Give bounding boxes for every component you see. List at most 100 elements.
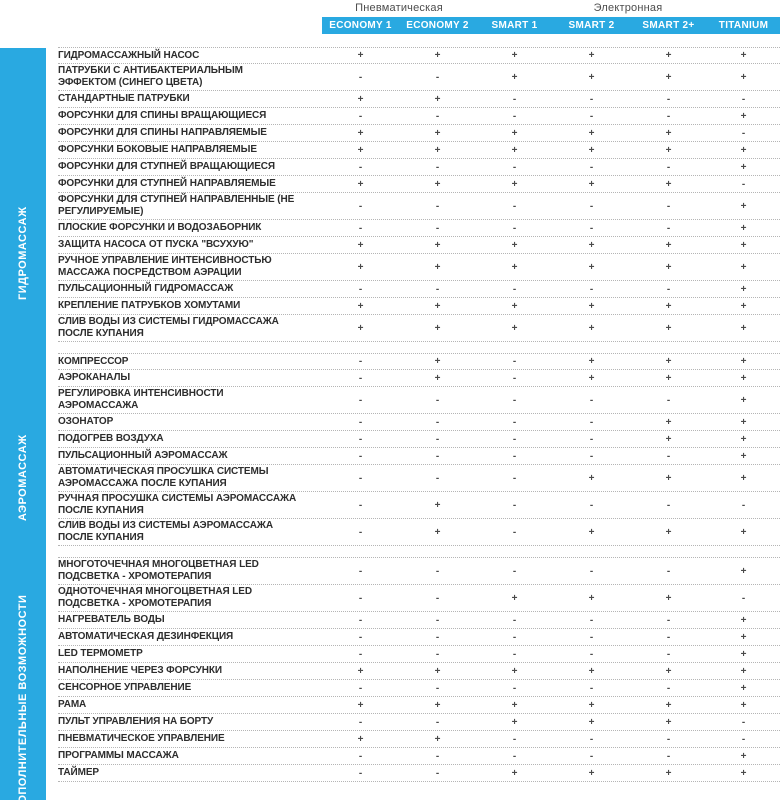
feature-label: ПУЛЬСАЦИОННЫЙ АЭРОМАССАЖ xyxy=(58,450,228,461)
value-minus: - xyxy=(666,733,671,745)
table-row: РУЧНОЕ УПРАВЛЕНИЕ ИНТЕНСИВНОСТЬЮ МАССАЖА… xyxy=(58,254,780,281)
value-plus: + xyxy=(740,300,747,312)
feature-table: ГИДРОМАССАЖНЫЙ НАСОС + + + + + + ПАТРУБКИ С АНТ… xyxy=(58,47,780,793)
value-plus: + xyxy=(740,283,747,295)
column-header-economy1: ECONOMY 1 xyxy=(329,20,392,31)
value-minus: - xyxy=(512,733,517,745)
value-plus: + xyxy=(357,239,364,251)
value-minus: - xyxy=(512,450,517,462)
value-cells: - - - - - + xyxy=(322,566,780,577)
value-plus: + xyxy=(740,222,747,234)
feature-label: ГИДРОМАССАЖНЫЙ НАСОС xyxy=(58,49,200,61)
table-row: ПАТРУБКИ С АНТИБАКТЕРИАЛЬНЫМ ЭФФЕКТОМ (С… xyxy=(58,64,780,91)
value-plus: + xyxy=(434,699,441,711)
table-row: РУЧНАЯ ПРОСУШКА СИСТЕМЫ АЭРОМАССАЖА ПОСЛ… xyxy=(58,492,780,519)
value-plus: + xyxy=(665,261,672,273)
section-sidebar: ГИДРОМАССАЖ АЭРОМАССАЖ ДОПОЛНИТЕЛЬНЫЕ ВО… xyxy=(0,48,46,800)
value-minus: - xyxy=(512,565,517,577)
value-cells: - - - - - + xyxy=(322,751,780,762)
value-plus: + xyxy=(588,356,595,367)
table-row: ФОРСУНКИ БОКОВЫЕ НАПРАВЛЯЕМЫЕ + + + + + + xyxy=(58,142,780,159)
value-plus: + xyxy=(588,699,595,711)
value-minus: - xyxy=(435,110,440,122)
feature-label: МНОГОТОЧЕЧНАЯ МНОГОЦВЕТНАЯ LED ПОДСВЕТКА… xyxy=(58,559,259,582)
column-header-economy2: ECONOMY 2 xyxy=(406,20,469,31)
value-minus: - xyxy=(435,716,440,728)
value-plus: + xyxy=(665,372,672,384)
value-minus: - xyxy=(512,682,517,694)
table-row: СЕНСОРНОЕ УПРАВЛЕНИЕ - - - - - + xyxy=(58,680,780,697)
value-minus: - xyxy=(358,472,363,484)
value-minus: - xyxy=(512,499,517,511)
value-plus: + xyxy=(665,356,672,367)
value-plus: + xyxy=(740,450,747,462)
value-cells: - - - - - + xyxy=(322,223,780,234)
value-plus: + xyxy=(588,372,595,384)
value-minus: - xyxy=(512,614,517,626)
value-minus: - xyxy=(435,767,440,779)
value-plus: + xyxy=(588,472,595,484)
feature-label: ПРОГРАММЫ МАССАЖА xyxy=(58,750,179,761)
value-cells: - - + + + - xyxy=(322,717,780,728)
value-plus: + xyxy=(740,750,747,762)
value-plus: + xyxy=(665,472,672,484)
value-plus: + xyxy=(665,71,672,83)
value-plus: + xyxy=(665,433,672,445)
feature-label: РЕГУЛИРОВКА ИНТЕНСИВНОСТИ АЭРОМАССАЖА xyxy=(58,388,224,411)
value-cells: - - - - - + xyxy=(322,683,780,694)
value-plus: + xyxy=(740,50,747,61)
table-row: ПУЛЬТ УПРАВЛЕНИЯ НА БОРТУ - - + + + - xyxy=(58,714,780,731)
column-header-titanium: TITANIUM xyxy=(718,20,769,31)
value-cells: - - - - - + xyxy=(322,201,780,212)
value-minus: - xyxy=(435,222,440,234)
table-row: РЕГУЛИРОВКА ИНТЕНСИВНОСТИ АЭРОМАССАЖА - - -… xyxy=(58,387,780,414)
value-plus: + xyxy=(434,356,441,367)
table-row: ФОРСУНКИ ДЛЯ СТУПНЕЙ НАПРАВЛЯЕМЫЕ + + + + + - xyxy=(58,176,780,193)
value-minus: - xyxy=(741,499,746,511)
value-plus: + xyxy=(740,526,747,538)
section-label-extra-features: ДОПОЛНИТЕЛЬНЫЕ ВОЗМОЖНОСТИ xyxy=(17,594,29,800)
feature-label: НАПОЛНЕНИЕ ЧЕРЕЗ ФОРСУНКИ xyxy=(58,665,222,676)
value-cells: + + + + + - xyxy=(322,179,780,190)
table-row: LED ТЕРМОМЕТР - - - - - + xyxy=(58,646,780,663)
value-plus: + xyxy=(588,592,595,604)
value-minus: - xyxy=(512,750,517,762)
value-minus: - xyxy=(589,416,594,428)
value-minus: - xyxy=(358,631,363,643)
value-minus: - xyxy=(666,614,671,626)
value-cells: - - - - - + xyxy=(322,451,780,462)
value-plus: + xyxy=(665,50,672,61)
feature-label: ФОРСУНКИ ДЛЯ СПИНЫ НАПРАВЛЯЕМЫЕ xyxy=(58,127,267,138)
value-minus: - xyxy=(358,222,363,234)
value-minus: - xyxy=(741,127,746,139)
value-cells: - - + + + + xyxy=(322,72,780,83)
table-section: ГИДРОМАССАЖНЫЙ НАСОС + + + + + + ПАТРУБКИ С АНТ… xyxy=(58,47,780,342)
value-minus: - xyxy=(666,648,671,660)
value-cells: + + - - - - xyxy=(322,94,780,105)
value-plus: + xyxy=(357,300,364,312)
table-row: СЛИВ ВОДЫ ИЗ СИСТЕМЫ АЭРОМАССАЖА ПОСЛЕ К… xyxy=(58,519,780,546)
value-plus: + xyxy=(588,526,595,538)
feature-label: КОМПРЕССОР xyxy=(58,355,129,367)
value-minus: - xyxy=(512,472,517,484)
value-minus: - xyxy=(666,283,671,295)
feature-label: ПНЕВМАТИЧЕСКОЕ УПРАВЛЕНИЕ xyxy=(58,733,225,744)
value-minus: - xyxy=(589,283,594,295)
value-plus: + xyxy=(511,127,518,139)
value-plus: + xyxy=(434,50,441,61)
value-minus: - xyxy=(666,222,671,234)
value-minus: - xyxy=(358,450,363,462)
value-plus: + xyxy=(588,665,595,677)
value-minus: - xyxy=(358,526,363,538)
feature-label: РАМА xyxy=(58,699,87,710)
value-plus: + xyxy=(665,322,672,334)
value-cells: - - - + + + xyxy=(322,473,780,484)
value-plus: + xyxy=(434,261,441,273)
feature-label: ПЛОСКИЕ ФОРСУНКИ И ВОДОЗАБОРНИК xyxy=(58,222,262,233)
value-minus: - xyxy=(512,433,517,445)
feature-label: АЭРОКАНАЛЫ xyxy=(58,372,131,383)
value-plus: + xyxy=(740,71,747,83)
feature-label: СЛИВ ВОДЫ ИЗ СИСТЕМЫ ГИДРОМАССАЖА ПОСЛЕ … xyxy=(58,316,279,339)
feature-label: ФОРСУНКИ ДЛЯ СТУПНЕЙ НАПРАВЛЯЕМЫЕ xyxy=(58,178,276,189)
value-minus: - xyxy=(358,71,363,83)
